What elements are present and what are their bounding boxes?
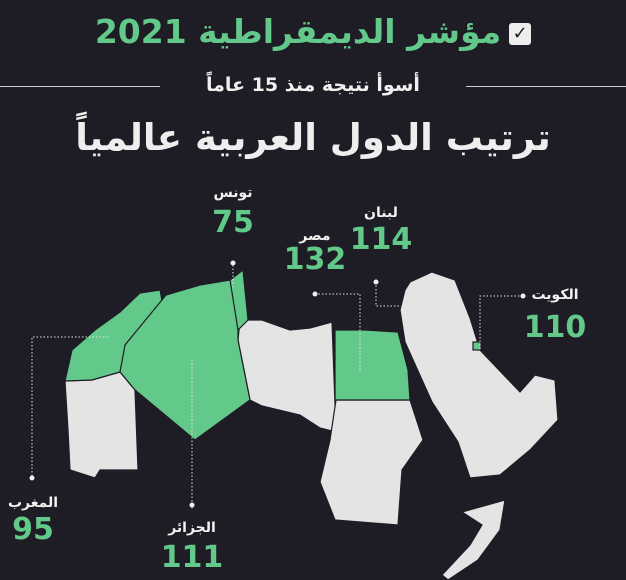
map-mauritania [64, 371, 139, 479]
map-morocco [64, 289, 167, 382]
country-rank-egypt: 132 [283, 242, 347, 277]
map-tunisia [229, 268, 249, 332]
country-rank-morocco: 95 [12, 512, 54, 547]
leader-egypt [315, 293, 361, 372]
country-name-kuwait: الكويت [531, 287, 579, 303]
country-rank-kuwait: 110 [523, 310, 587, 345]
leader-morocco [31, 336, 108, 478]
title-text: مؤشر الديمقراطية 2021 [94, 12, 502, 51]
country-name-lebanon: لبنان [364, 205, 398, 221]
marker-morocco [29, 475, 35, 481]
checkbox-check-icon: ✓ [509, 22, 532, 45]
country-rank-lebanon: 114 [349, 222, 413, 257]
leader-kuwait [479, 295, 523, 350]
marker-tunisia [230, 260, 236, 266]
map-libya [237, 319, 337, 433]
subtitle: أسوأ نتيجة منذ 15 عاماً [206, 74, 420, 96]
marker-algeria [189, 502, 195, 508]
country-rank-tunisia: 75 [212, 205, 254, 240]
map-egypt [334, 329, 411, 401]
divider-right [466, 86, 626, 87]
country-name-algeria: الجزائر [168, 520, 216, 536]
map-somalia [441, 499, 506, 580]
marker-lebanon [373, 279, 379, 285]
marker-kuwait [520, 293, 526, 299]
map-arabia [399, 271, 559, 479]
leader-lebanon [375, 282, 400, 307]
heading: ترتيب الدول العربية عالمياً [75, 116, 551, 159]
country-name-tunisia: تونس [213, 185, 253, 201]
map-sudan [319, 399, 424, 526]
map-algeria [119, 279, 251, 441]
marker-egypt [312, 291, 318, 297]
page-title: ✓ مؤشر الديمقراطية 2021 [0, 4, 626, 60]
divider-left [0, 86, 160, 87]
map-kuwait [472, 341, 482, 351]
country-name-egypt: مصر [299, 228, 331, 244]
country-name-morocco: المغرب [7, 495, 59, 511]
country-rank-algeria: 111 [160, 540, 224, 575]
